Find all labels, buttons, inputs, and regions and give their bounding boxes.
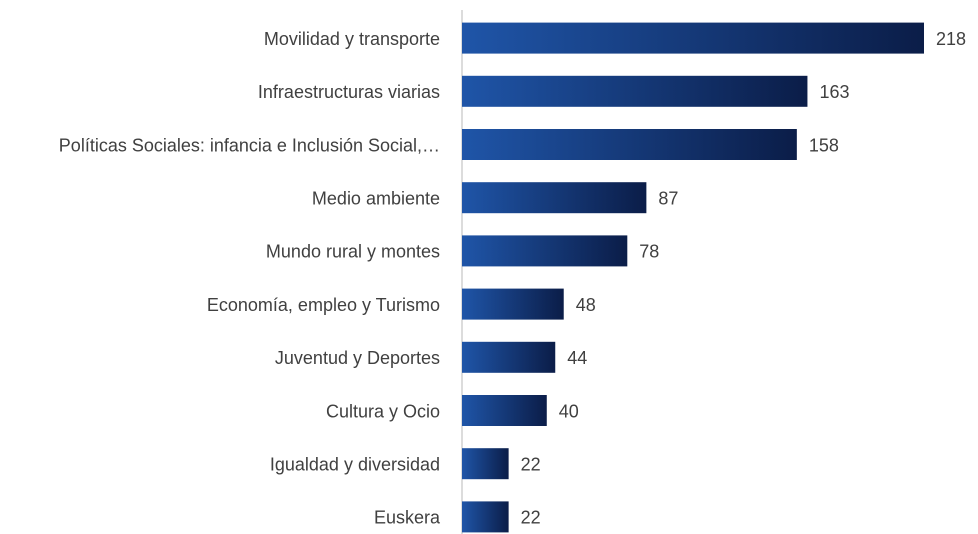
category-label: Mundo rural y montes xyxy=(266,242,440,262)
bar xyxy=(462,395,547,426)
bar xyxy=(462,448,509,480)
category-label: Juventud y Deportes xyxy=(275,348,440,368)
bar xyxy=(462,182,647,214)
category-label: Euskera xyxy=(374,508,441,528)
value-label: 22 xyxy=(521,508,541,528)
category-label: Políticas Sociales: infancia e Inclusión… xyxy=(59,135,440,155)
value-label: 48 xyxy=(576,295,596,315)
value-label: 78 xyxy=(639,242,659,262)
bar xyxy=(462,288,564,320)
value-label: 22 xyxy=(521,454,541,474)
value-label: 158 xyxy=(809,135,839,155)
value-label: 218 xyxy=(936,29,966,49)
bar xyxy=(462,129,797,160)
bar xyxy=(462,75,808,107)
category-label: Igualdad y diversidad xyxy=(270,454,440,474)
bar xyxy=(462,501,509,533)
category-label: Movilidad y transporte xyxy=(264,29,440,49)
category-label: Infraestructuras viarias xyxy=(258,82,440,102)
category-label: Medio ambiente xyxy=(312,188,440,208)
value-label: 44 xyxy=(567,348,587,368)
bar xyxy=(462,341,556,373)
value-label: 163 xyxy=(819,82,849,102)
bar xyxy=(462,22,924,54)
bar xyxy=(462,235,628,267)
category-label: Economía, empleo y Turismo xyxy=(207,295,440,315)
value-label: 87 xyxy=(658,188,678,208)
category-label: Cultura y Ocio xyxy=(326,401,440,421)
value-label: 40 xyxy=(559,401,579,421)
